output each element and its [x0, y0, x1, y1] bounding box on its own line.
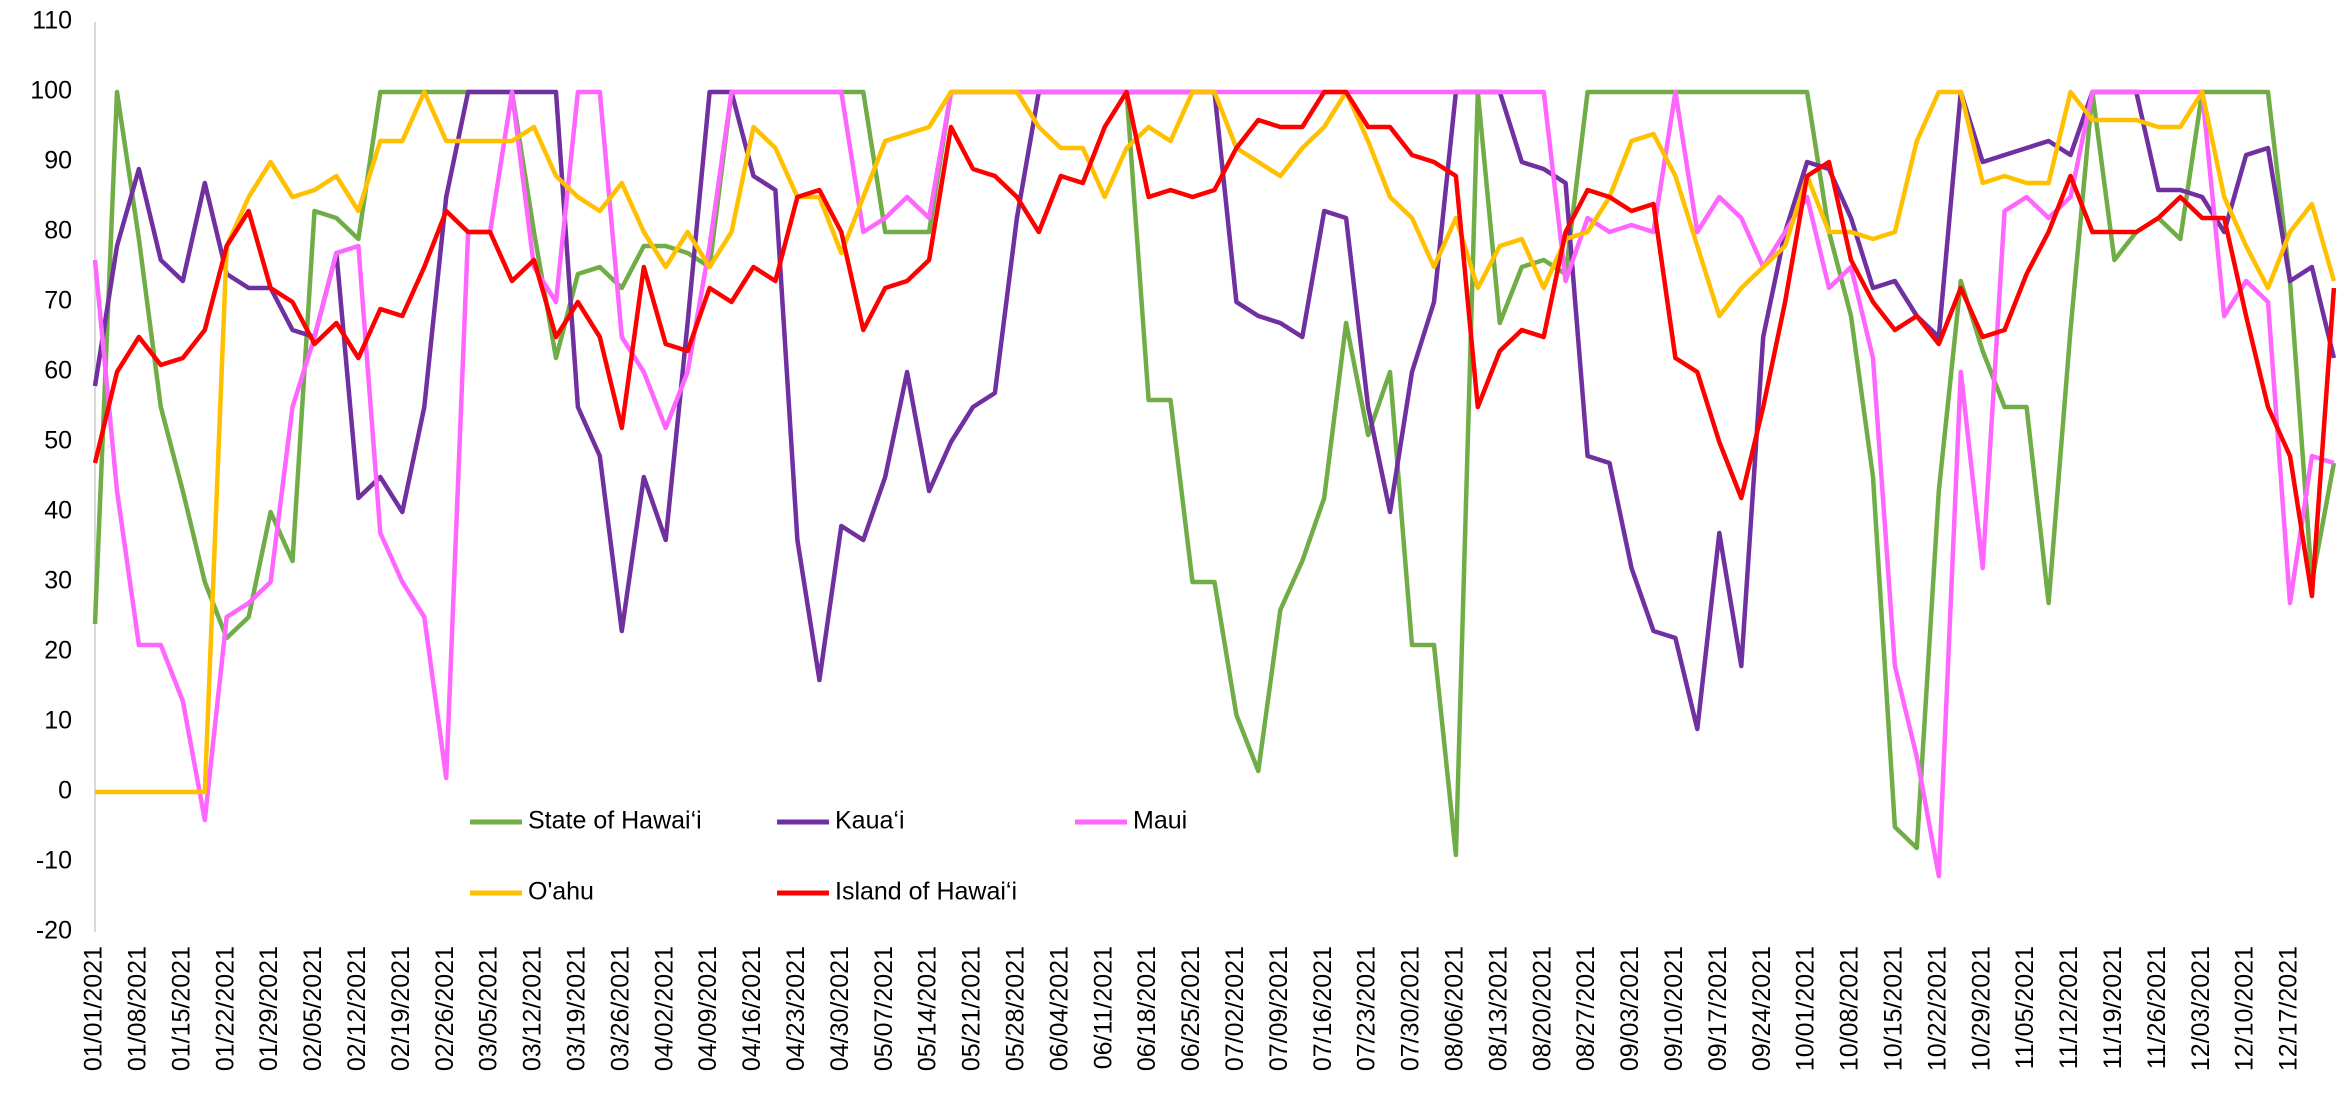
x-tick-label: 10/01/2021 — [1792, 946, 1820, 1071]
y-tick-label: -20 — [36, 917, 72, 945]
x-tick-label: 04/30/2021 — [826, 946, 854, 1071]
x-tick-label: 01/29/2021 — [255, 946, 283, 1071]
x-tick-label: 03/05/2021 — [475, 946, 503, 1071]
x-tick-label: 11/12/2021 — [2055, 946, 2083, 1069]
legend-label: Kaua‘i — [835, 807, 905, 835]
x-tick-label: 05/07/2021 — [870, 946, 898, 1071]
series-line — [95, 89, 2337, 795]
x-tick-label: 12/03/2021 — [2187, 946, 2215, 1071]
x-tick-label: 11/05/2021 — [2011, 946, 2039, 1069]
x-tick-label: 06/18/2021 — [1133, 946, 1161, 1071]
x-tick-label: 04/23/2021 — [782, 946, 810, 1071]
x-tick-label: 01/15/2021 — [167, 946, 195, 1071]
x-tick-label: 09/17/2021 — [1704, 946, 1732, 1071]
x-tick-label: 07/16/2021 — [1309, 946, 1337, 1071]
x-tick-label: 01/01/2021 — [80, 946, 108, 1071]
x-tick-label: 09/10/2021 — [1660, 946, 1688, 1071]
legend-label: O'ahu — [528, 878, 594, 906]
y-tick-label: 90 — [44, 147, 72, 175]
x-tick-label: 04/09/2021 — [694, 946, 722, 1071]
y-tick-label: 70 — [44, 287, 72, 315]
x-tick-label: 04/02/2021 — [650, 946, 678, 1071]
x-tick-label: 06/04/2021 — [1045, 946, 1073, 1071]
x-tick-label: 07/02/2021 — [1221, 946, 1249, 1071]
y-tick-label: 80 — [44, 217, 72, 245]
x-tick-label: 10/15/2021 — [1880, 946, 1908, 1071]
x-tick-label: 11/26/2021 — [2143, 946, 2171, 1069]
x-tick-label: 02/12/2021 — [343, 946, 371, 1071]
x-tick-label: 09/03/2021 — [1616, 946, 1644, 1071]
x-tick-label: 08/13/2021 — [1484, 946, 1512, 1071]
x-tick-label: 05/21/2021 — [958, 946, 986, 1071]
x-tick-label: 04/16/2021 — [738, 946, 766, 1071]
x-tick-label: 05/28/2021 — [1002, 946, 1030, 1071]
x-tick-label: 05/14/2021 — [914, 946, 942, 1071]
y-tick-label: 60 — [44, 357, 72, 385]
y-tick-label: 50 — [44, 427, 72, 455]
y-tick-label: 110 — [32, 7, 72, 35]
series-line — [92, 89, 2335, 879]
y-tick-label: 30 — [44, 567, 72, 595]
x-tick-label: 03/12/2021 — [519, 946, 547, 1071]
x-tick-label: 08/06/2021 — [1441, 946, 1469, 1071]
x-tick-label: 03/19/2021 — [563, 946, 591, 1071]
legend-label: Maui — [1133, 807, 1187, 835]
y-tick-label: -10 — [36, 847, 72, 875]
legend-label: Island of Hawai‘i — [835, 878, 1017, 906]
x-tick-label: 02/26/2021 — [431, 946, 459, 1071]
x-tick-label: 02/05/2021 — [299, 946, 327, 1071]
x-tick-label: 07/09/2021 — [1265, 946, 1293, 1071]
x-tick-label: 07/30/2021 — [1397, 946, 1425, 1071]
x-tick-label: 02/19/2021 — [387, 946, 415, 1071]
y-tick-label: 0 — [58, 777, 72, 805]
x-tick-label: 07/23/2021 — [1353, 946, 1381, 1071]
series-line — [92, 89, 2337, 599]
x-tick-label: 01/08/2021 — [124, 946, 152, 1071]
x-tick-label: 10/22/2021 — [1923, 946, 1951, 1071]
x-tick-label: 06/11/2021 — [1089, 946, 1117, 1069]
series-line — [92, 89, 2337, 858]
legend-label: State of Hawai‘i — [528, 807, 702, 835]
x-tick-label: 08/20/2021 — [1528, 946, 1556, 1071]
x-tick-label: 12/10/2021 — [2231, 946, 2259, 1071]
x-tick-label: 06/25/2021 — [1177, 946, 1205, 1071]
x-tick-label: 10/29/2021 — [1967, 946, 1995, 1071]
x-tick-label: 03/26/2021 — [606, 946, 634, 1071]
y-tick-label: 20 — [44, 637, 72, 665]
x-tick-label: 11/19/2021 — [2099, 946, 2127, 1069]
x-tick-label: 12/17/2021 — [2275, 946, 2303, 1071]
x-tick-label: 10/08/2021 — [1836, 946, 1864, 1071]
y-tick-label: 40 — [44, 497, 72, 525]
y-tick-label: 10 — [44, 707, 72, 735]
y-tick-label: 100 — [30, 77, 72, 105]
x-tick-label: 01/22/2021 — [211, 946, 239, 1071]
x-tick-label: 08/27/2021 — [1572, 946, 1600, 1071]
x-tick-label: 09/24/2021 — [1748, 946, 1776, 1071]
